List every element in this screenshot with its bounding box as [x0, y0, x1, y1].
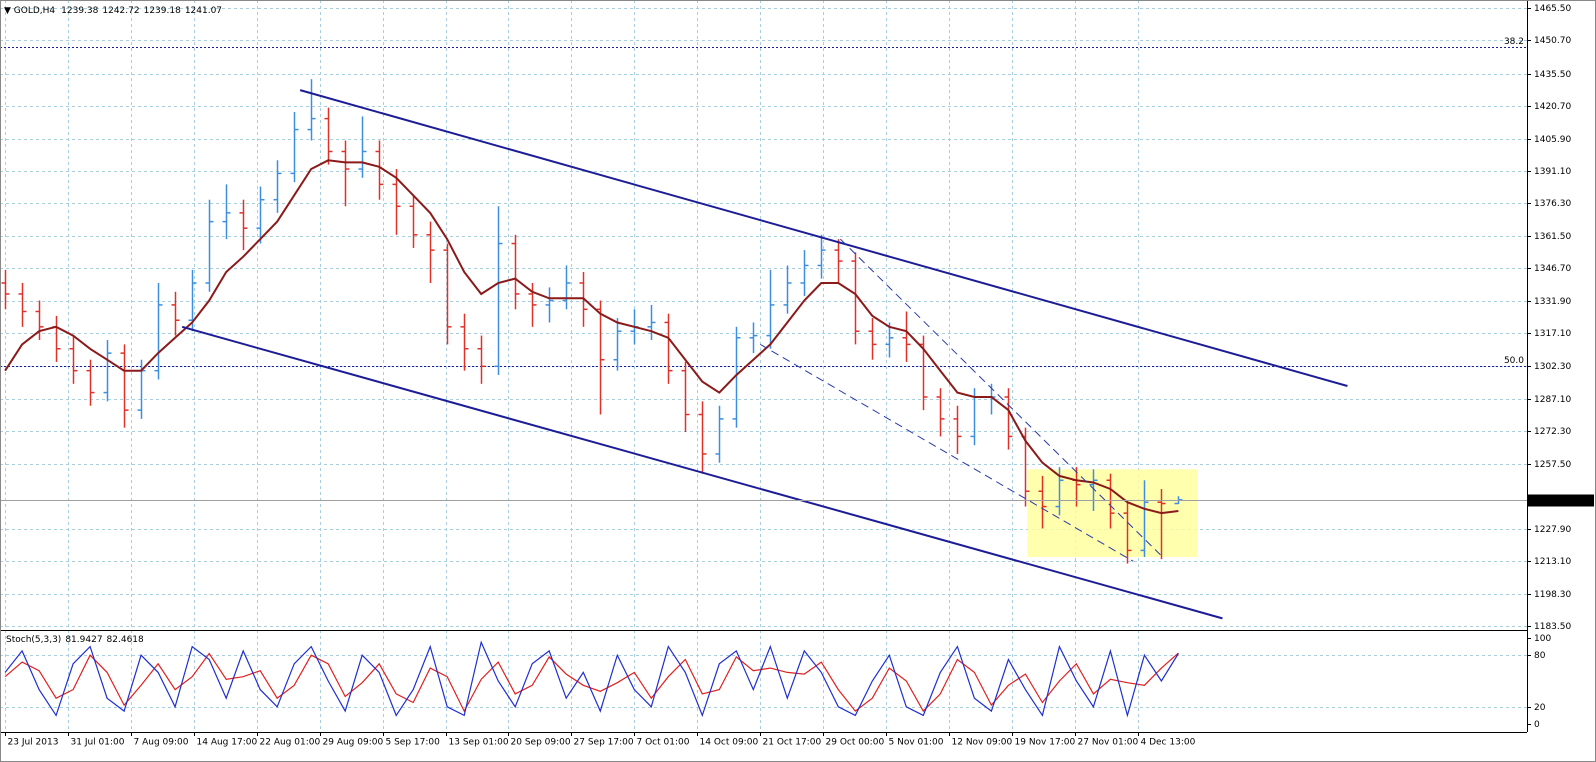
- y-tick-label: 100: [1534, 634, 1551, 644]
- plot: 38.2 50.0: [0, 37, 1527, 718]
- y-tick-label: 1272.30: [1534, 427, 1571, 437]
- moving-average: [4, 159, 1179, 515]
- y-tick-label: 0: [1534, 720, 1540, 730]
- x-tick-label: 7 Oct 01:00: [637, 738, 690, 748]
- y-tick-label: 1183.50: [1534, 622, 1571, 632]
- y-tick-label: 20: [1534, 703, 1546, 713]
- stoch-signal-value: 82.4618: [107, 635, 144, 645]
- y-tick-label: 1287.10: [1534, 395, 1571, 405]
- y-tick-label: 1391.10: [1534, 167, 1571, 177]
- y-tick-label: 1331.90: [1534, 297, 1571, 307]
- x-tick-label: 12 Nov 09:00: [952, 738, 1013, 748]
- x-tick-label: 14 Oct 09:00: [700, 738, 759, 748]
- x-tick-label: 21 Oct 17:00: [763, 738, 822, 748]
- x-tick-label: 29 Oct 00:00: [826, 738, 885, 748]
- header-high: 1242.72: [102, 6, 139, 16]
- x-tick-label: 4 Dec 13:00: [1141, 738, 1196, 748]
- price-label: 1241.07: [1534, 496, 1571, 506]
- x-tick-label: 29 Aug 09:00: [323, 738, 384, 748]
- header-arrow: ▼: [4, 6, 14, 16]
- trendline: [299, 89, 1348, 387]
- level-label: 38.2: [1504, 37, 1524, 47]
- x-tick-label: 14 Aug 17:00: [197, 738, 258, 748]
- y-tick-label: 1346.70: [1534, 264, 1571, 274]
- y-tick-label: 80: [1534, 651, 1546, 661]
- trendline: [760, 343, 1134, 562]
- x-tick-label: 5 Sep 17:00: [386, 738, 441, 748]
- x-tick-label: 20 Sep 09:00: [511, 738, 571, 748]
- x-tick-label: 19 Nov 17:00: [1015, 738, 1076, 748]
- x-tick-label: 5 Nov 01:00: [889, 738, 944, 748]
- header-open: 1239.38: [61, 6, 98, 16]
- y-tick-label: 1361.50: [1534, 232, 1571, 242]
- y-tick-label: 1420.70: [1534, 102, 1571, 112]
- y-tick-label: 1376.30: [1534, 199, 1571, 209]
- y-tick-label: 1198.30: [1534, 590, 1571, 600]
- x-tick-label: 22 Aug 01:00: [260, 738, 321, 748]
- y-tick-label: 1465.50: [1534, 4, 1571, 14]
- stoch-signal: [4, 652, 1179, 713]
- y-tick-label: 1405.90: [1534, 135, 1571, 145]
- y-tick-label: 1227.90: [1534, 525, 1571, 535]
- x-tick-label: 23 Jul 2013: [8, 738, 59, 748]
- y-tick-label: 1317.10: [1534, 329, 1571, 339]
- level-label: 50.0: [1504, 356, 1524, 366]
- x-tick-label: 27 Sep 17:00: [574, 738, 634, 748]
- y-tick-label: 1257.50: [1534, 460, 1571, 470]
- chart-title: GOLD,H4: [14, 6, 56, 16]
- x-tick-label: 31 Jul 01:00: [71, 738, 125, 748]
- chart-header: ▼ GOLD,H4 1239.38 1242.72 1239.18 1241.07: [4, 6, 222, 16]
- header-close: 1241.07: [185, 6, 222, 16]
- x-tick-label: 27 Nov 01:00: [1078, 738, 1139, 748]
- trendline: [840, 238, 1161, 556]
- y-tick-label: 1450.70: [1534, 36, 1571, 46]
- trendline: [181, 325, 1223, 620]
- stoch-main-value: 81.9427: [65, 635, 102, 645]
- y-tick-label: 1302.30: [1534, 362, 1571, 372]
- stoch-main: [4, 640, 1179, 718]
- header-low: 1239.18: [144, 6, 181, 16]
- y-tick-label: 1213.10: [1534, 557, 1571, 567]
- stoch-title: Stoch(5,3,3): [6, 635, 61, 645]
- y-tick-label: 1435.50: [1534, 70, 1571, 80]
- price-label-box: [1528, 494, 1594, 507]
- x-tick-label: 13 Sep 01:00: [449, 738, 509, 748]
- x-tick-label: 7 Aug 09:00: [134, 738, 189, 748]
- stoch-header: Stoch(5,3,3) 81.9427 82.4618: [6, 635, 144, 645]
